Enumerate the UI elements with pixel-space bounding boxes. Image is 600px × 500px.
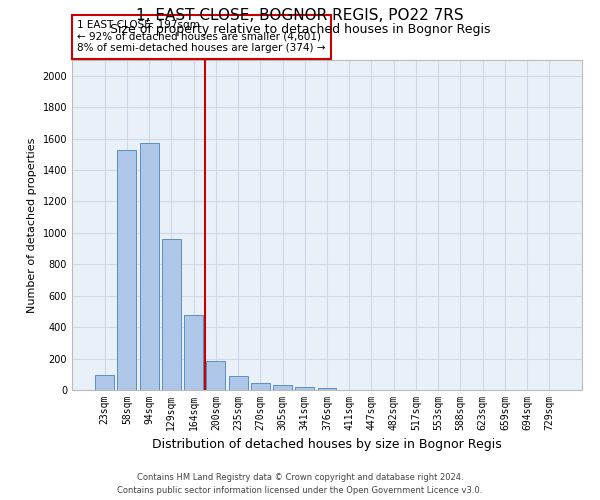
Bar bbox=[273, 386, 292, 390]
X-axis label: Distribution of detached houses by size in Bognor Regis: Distribution of detached houses by size … bbox=[152, 438, 502, 452]
Text: 1, EAST CLOSE, BOGNOR REGIS, PO22 7RS: 1, EAST CLOSE, BOGNOR REGIS, PO22 7RS bbox=[136, 8, 464, 22]
Bar bbox=[118, 150, 136, 390]
Text: Size of property relative to detached houses in Bognor Regis: Size of property relative to detached ho… bbox=[110, 22, 490, 36]
Bar bbox=[229, 376, 248, 390]
Bar bbox=[162, 239, 181, 390]
Bar bbox=[317, 388, 337, 390]
Text: 1 EAST CLOSE: 197sqm
← 92% of detached houses are smaller (4,601)
8% of semi-det: 1 EAST CLOSE: 197sqm ← 92% of detached h… bbox=[77, 20, 326, 54]
Bar bbox=[251, 383, 270, 390]
Bar bbox=[95, 375, 114, 390]
Y-axis label: Number of detached properties: Number of detached properties bbox=[27, 138, 37, 312]
Bar bbox=[184, 314, 203, 390]
Bar bbox=[295, 387, 314, 390]
Bar bbox=[140, 144, 158, 390]
Text: Contains HM Land Registry data © Crown copyright and database right 2024.
Contai: Contains HM Land Registry data © Crown c… bbox=[118, 474, 482, 495]
Bar bbox=[206, 361, 225, 390]
